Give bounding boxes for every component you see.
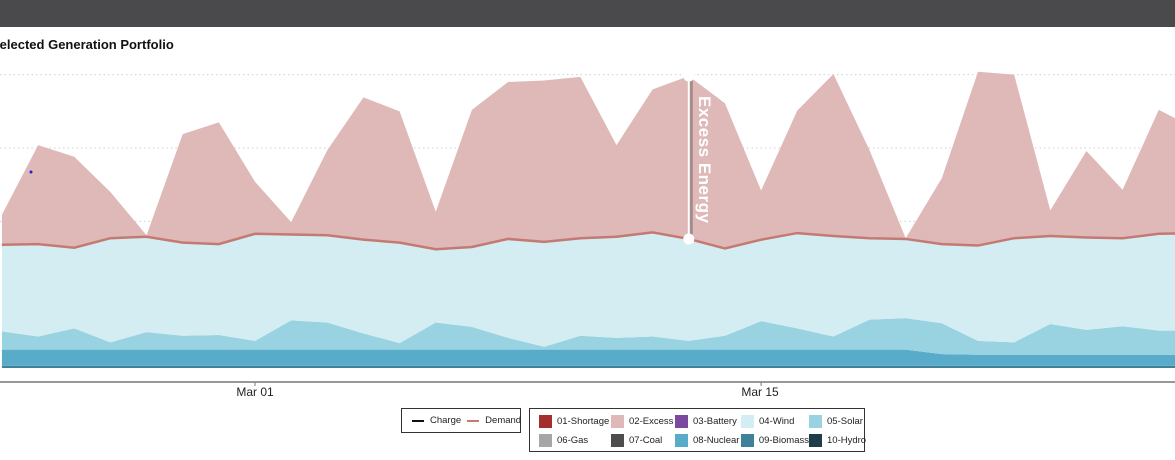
legend-item-wind[interactable]: 04-Wind bbox=[741, 412, 809, 431]
legend-swatch bbox=[539, 415, 552, 428]
legend-swatch bbox=[741, 415, 754, 428]
legend-label: 05-Solar bbox=[827, 416, 863, 427]
legend-swatch bbox=[675, 434, 688, 447]
demand-line-swatch bbox=[467, 419, 480, 422]
legend-label: 03-Battery bbox=[693, 416, 737, 427]
legend-label: Demand bbox=[485, 415, 522, 426]
excess-energy-annotation-label: Excess Energy bbox=[695, 96, 714, 224]
legend-item-demand[interactable]: Demand bbox=[467, 415, 521, 426]
legend-label: 06-Gas bbox=[557, 435, 589, 446]
legend-item-charge[interactable]: Charge bbox=[412, 415, 461, 426]
top-toolbar bbox=[0, 0, 1175, 27]
legend-swatch bbox=[809, 434, 822, 447]
annotation-top-handle bbox=[683, 70, 695, 82]
legend-item-battery[interactable]: 03-Battery bbox=[675, 412, 741, 431]
area-excess bbox=[1, 71, 1175, 250]
chart-title: Selected Generation Portfolio bbox=[0, 37, 174, 52]
legend-item-hydro[interactable]: 10-Hydro bbox=[809, 431, 869, 450]
legend-swatch bbox=[611, 415, 624, 428]
marker-dot bbox=[29, 170, 33, 174]
legend-label: 01-Shortage bbox=[557, 416, 610, 427]
legend-label: 08-Nuclear bbox=[693, 435, 740, 446]
area-biomass bbox=[1, 365, 1175, 368]
legend-swatch bbox=[675, 415, 688, 428]
legend-swatch bbox=[741, 434, 754, 447]
area-legend: 01-Shortage 02-Excess 03-Battery 04-Wind 05-… bbox=[529, 408, 866, 452]
legend-label: 02-Excess bbox=[629, 416, 674, 427]
area-wind bbox=[1, 232, 1175, 347]
legend-label: 10-Hydro bbox=[827, 435, 867, 446]
legend-item-nuclear[interactable]: 08-Nuclear bbox=[675, 431, 741, 450]
legend-item-solar[interactable]: 05-Solar bbox=[809, 412, 869, 431]
legend-label: 04-Wind bbox=[759, 416, 795, 427]
legend-swatch bbox=[611, 434, 624, 447]
legend-item-biomass[interactable]: 09-Biomass bbox=[741, 431, 809, 450]
legend-swatch bbox=[809, 415, 822, 428]
x-tick-label-mar-01: Mar 01 bbox=[236, 385, 274, 399]
legend-swatch bbox=[539, 434, 552, 447]
area-nuclear bbox=[1, 349, 1175, 366]
line-legend: Charge Demand bbox=[401, 408, 521, 433]
legend-item-gas[interactable]: 06-Gas bbox=[539, 431, 611, 450]
annotation-bottom-handle bbox=[683, 233, 695, 245]
x-tick-label-mar-15: Mar 15 bbox=[741, 385, 779, 399]
legend-label: 07-Coal bbox=[629, 435, 663, 446]
legend-item-excess[interactable]: 02-Excess bbox=[611, 412, 675, 431]
demand-line bbox=[1, 231, 1175, 251]
legend-label: 09-Biomass bbox=[758, 435, 809, 446]
legend-label: Charge bbox=[430, 415, 462, 426]
legend-item-coal[interactable]: 07-Coal bbox=[611, 431, 675, 450]
legend-item-shortage[interactable]: 01-Shortage bbox=[539, 412, 611, 431]
charge-line-swatch bbox=[412, 419, 424, 422]
area-solar bbox=[1, 318, 1175, 355]
